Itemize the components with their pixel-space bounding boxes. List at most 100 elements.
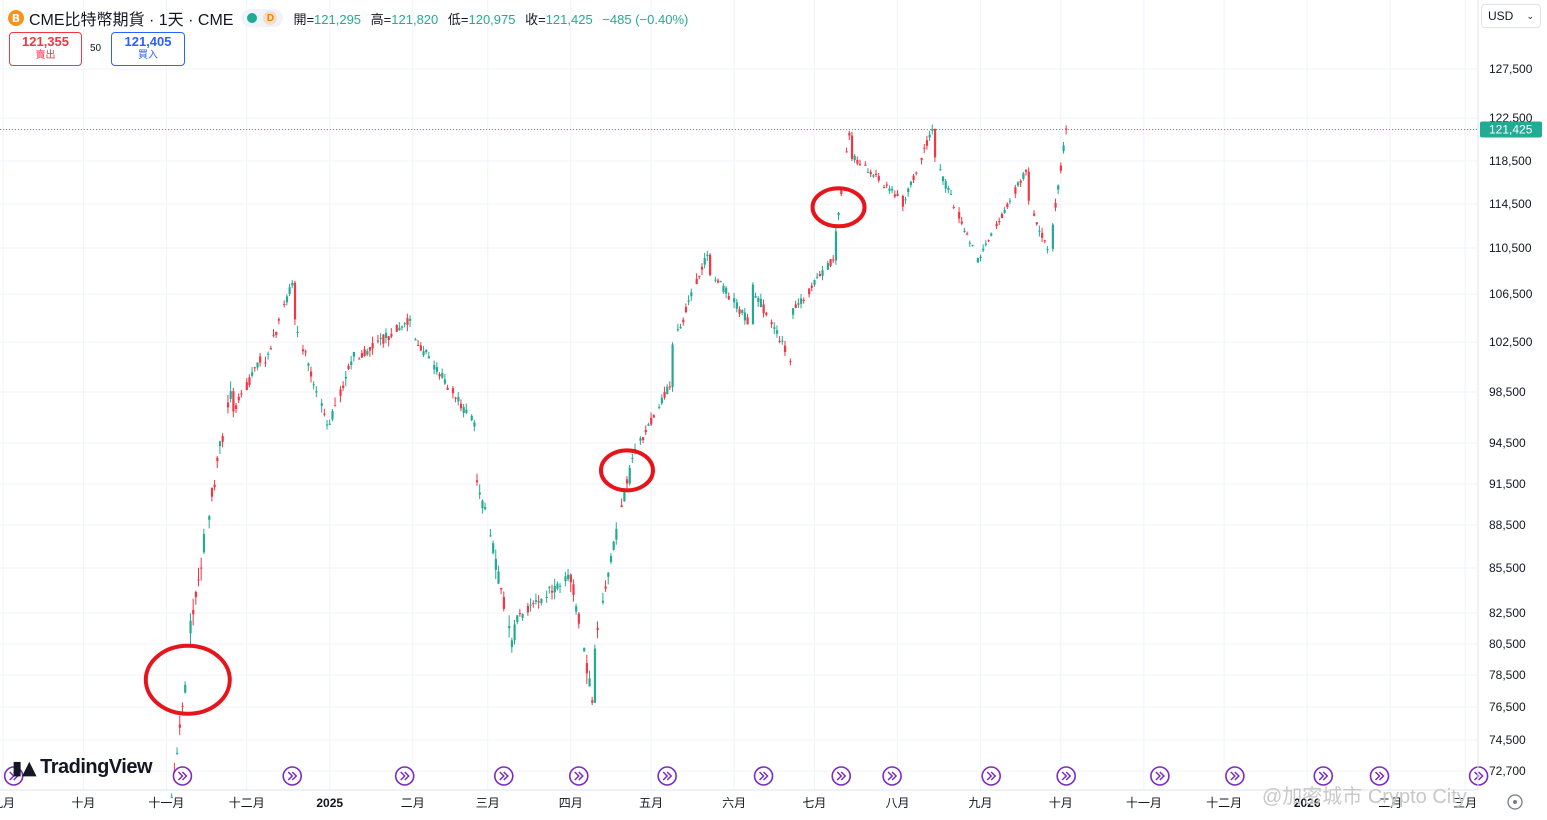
candle-body: [409, 318, 412, 321]
annotation-circle[interactable]: [598, 448, 655, 493]
candle-body: [213, 484, 216, 488]
currency-select[interactable]: USD ⌄: [1481, 4, 1541, 28]
candle: [607, 571, 610, 585]
event-marker-icon[interactable]: [3, 766, 24, 786]
event-marker-icon[interactable]: [394, 766, 415, 786]
candle-body: [264, 362, 267, 364]
candle: [604, 580, 607, 592]
event-marker-icon[interactable]: [1369, 766, 1390, 786]
candle-body: [794, 304, 797, 308]
candle: [789, 358, 792, 366]
candle-body: [197, 579, 200, 581]
price-axis[interactable]: 127,500 122,500 118,500 114,500 110,500 106,5…: [1477, 0, 1533, 790]
candle: [259, 352, 262, 367]
reset-scale-button[interactable]: [1507, 794, 1523, 810]
candle-body: [639, 438, 642, 441]
candle-body: [438, 374, 441, 377]
candle-body: [470, 415, 473, 421]
event-marker-icon[interactable]: [981, 766, 1001, 786]
candle-body: [218, 441, 222, 447]
candle-body: [1051, 224, 1054, 249]
candle: [1000, 212, 1004, 219]
candle-body: [451, 388, 455, 394]
time-tick-label: 九月: [968, 796, 992, 810]
candle: [928, 130, 931, 141]
candle: [609, 553, 613, 565]
annotation-circle[interactable]: [810, 186, 867, 229]
candle: [363, 346, 366, 357]
sell-button[interactable]: 121,355 賣出: [9, 32, 82, 66]
candle-body: [583, 648, 586, 652]
candle: [775, 325, 779, 338]
candle: [652, 414, 655, 418]
candle: [513, 619, 516, 645]
candle: [738, 306, 741, 317]
candle-body: [727, 296, 730, 300]
event-marker-icon[interactable]: [831, 766, 852, 786]
event-marker-icon[interactable]: [282, 766, 303, 786]
event-marker-icon[interactable]: [1468, 766, 1489, 786]
candle-body: [1054, 203, 1057, 208]
candle-body: [719, 281, 722, 283]
event-marker-icon[interactable]: [882, 766, 902, 786]
candle-body: [883, 187, 886, 189]
event-marker-icon[interactable]: [657, 766, 677, 786]
candle: [500, 587, 503, 595]
annotation-circle[interactable]: [143, 643, 232, 716]
candle-body: [368, 347, 372, 351]
buy-button[interactable]: 121,405 買入: [111, 32, 185, 66]
candle: [687, 295, 690, 306]
candle: [264, 356, 267, 367]
candle-body: [837, 212, 840, 216]
candle-body: [269, 348, 272, 350]
annotation-layer: [143, 186, 867, 716]
candle: [572, 579, 575, 602]
event-marker-icon[interactable]: [1313, 766, 1334, 786]
event-marker-icon[interactable]: [568, 766, 589, 786]
candle: [208, 514, 211, 529]
candle: [347, 363, 350, 371]
event-marker-icon[interactable]: [172, 766, 193, 786]
candle-body: [267, 353, 270, 355]
candle: [425, 348, 428, 355]
candle-body: [1062, 145, 1065, 152]
candle: [518, 608, 522, 617]
candle: [923, 144, 926, 154]
event-marker-icon[interactable]: [1150, 766, 1170, 786]
candle-body: [877, 176, 880, 181]
tradingview-logo[interactable]: ▮▲ TradingView: [12, 756, 153, 779]
candle: [829, 259, 832, 268]
event-marker-icon[interactable]: [1056, 766, 1076, 786]
time-tick-label: 五月: [639, 796, 663, 810]
candle: [194, 590, 198, 605]
candle: [296, 325, 299, 338]
candle-body: [792, 308, 795, 315]
data-delay-badge[interactable]: D: [263, 11, 278, 25]
candle-body: [395, 324, 398, 332]
candle: [457, 391, 460, 406]
candle: [725, 286, 728, 299]
candle-body: [601, 600, 605, 603]
candle-body: [1000, 213, 1004, 218]
symbol-title[interactable]: CME比特幣期貨 · 1天 · CME: [29, 12, 234, 29]
event-marker-icon[interactable]: [1225, 766, 1245, 786]
candle: [288, 283, 291, 297]
candle: [722, 283, 725, 294]
chart-grid: [0, 0, 1478, 790]
candle: [885, 181, 888, 189]
candle-body: [856, 160, 859, 164]
candle-body: [417, 344, 420, 346]
candle: [960, 216, 963, 226]
candle-body: [826, 263, 830, 270]
time-axis[interactable]: 九月 十月 十一月 十二月 2025 二月 三月 四月 五月 六月 七月 八月 九月 十月 十一月 十二月 20…: [0, 789, 1478, 810]
candle: [548, 586, 551, 594]
candle: [931, 124, 934, 135]
event-marker-icon[interactable]: [753, 766, 774, 786]
market-status[interactable]: D: [241, 9, 284, 27]
candle: [559, 583, 562, 594]
candle: [891, 186, 894, 194]
candle-body: [283, 304, 286, 306]
event-marker-icon[interactable]: [493, 766, 514, 786]
close-value: 121,425: [545, 11, 593, 27]
